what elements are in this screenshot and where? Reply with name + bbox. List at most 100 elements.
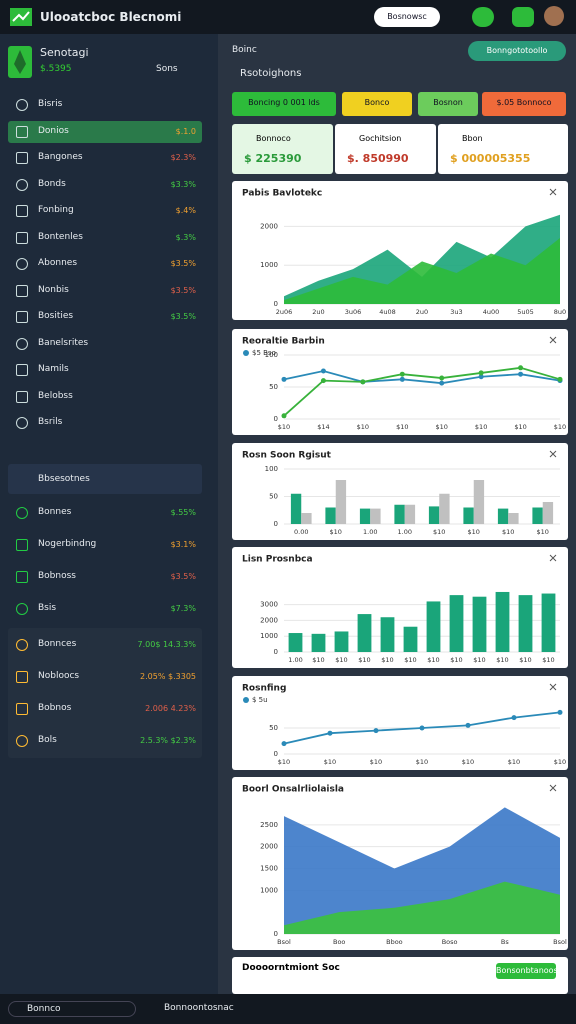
action-button[interactable]: $.05 Bonnoco xyxy=(482,92,566,116)
nav-icon xyxy=(16,125,28,138)
y-tick-label: 1000 xyxy=(260,261,278,269)
x-tick-label: $10 xyxy=(436,423,448,431)
y-tick-label: 0 xyxy=(274,750,278,758)
top-bar: Ulooatcboc Blecnomi Bosnowsc xyxy=(0,0,576,34)
x-tick-label: $10 xyxy=(427,656,439,664)
nav-item[interactable]: Abonnes $3.5% xyxy=(8,253,202,275)
bar xyxy=(357,614,372,652)
bar xyxy=(394,504,405,524)
nav-item[interactable]: Banelsrites xyxy=(8,333,202,355)
nav-label: Fonbing xyxy=(38,205,74,215)
action-button[interactable]: Bosnon xyxy=(418,92,478,116)
x-tick-label: 4u08 xyxy=(379,308,396,316)
nav-item[interactable]: Bonnes $.55% xyxy=(8,502,202,524)
y-tick-label: 0 xyxy=(274,648,278,656)
x-tick-label: $10 xyxy=(508,758,520,766)
x-tick-label: 1.00 xyxy=(398,528,412,536)
nav-item[interactable]: Bols 2.5.3% $2.3% xyxy=(8,730,202,752)
main-title: Rsotoighons xyxy=(240,68,302,79)
close-icon xyxy=(549,336,557,344)
nav-icon xyxy=(16,311,28,323)
nav-label: Namils xyxy=(38,364,69,374)
nav-icon xyxy=(16,507,28,519)
close-icon xyxy=(549,188,557,196)
status-text: Bonnoontosnac xyxy=(164,1003,234,1013)
kpi-card: Gochitsion $. 850990 xyxy=(335,124,436,174)
bar xyxy=(404,504,416,524)
bar xyxy=(334,631,349,652)
point xyxy=(478,370,484,376)
footer-button[interactable]: Bonsonbtanoos xyxy=(496,963,558,979)
nav-label: Nobloocs xyxy=(38,671,80,681)
nav-item[interactable]: Bosities $3.5% xyxy=(8,306,202,328)
x-tick-label: $10 xyxy=(312,656,324,664)
search[interactable]: Sons xyxy=(156,64,178,74)
nav-label: Bobnoss xyxy=(38,571,76,581)
bar xyxy=(497,508,509,524)
legend-label: $ 5u xyxy=(252,696,268,704)
chart-title: Lisn Prosnbca xyxy=(242,555,313,565)
point xyxy=(281,376,287,382)
nav-item[interactable]: Bonnces 7.00$ 14.3.3% xyxy=(8,634,202,656)
nav-item[interactable]: Bangones $2.3% xyxy=(8,147,202,169)
x-tick-label: Bboo xyxy=(386,938,403,946)
y-tick-label: 100 xyxy=(265,351,278,359)
toggle[interactable] xyxy=(472,7,494,27)
nav-item[interactable]: Bsis $7.3% xyxy=(8,598,202,620)
point xyxy=(518,365,524,371)
y-tick-label: 2000 xyxy=(260,616,278,624)
sidebar: Senotagi $.5395 Sons Bisris Donios $.1.0 Ba… xyxy=(0,34,218,994)
kpi-value: $ 225390 xyxy=(244,152,302,165)
nav-item[interactable]: Namils xyxy=(8,359,202,381)
logo xyxy=(10,8,32,26)
status-bar: Bonnco Bonnoontosnac xyxy=(0,994,576,1024)
nav-item[interactable]: Nogerbindng $3.1% xyxy=(8,534,202,556)
nav-item[interactable]: Donios $.1.0 xyxy=(8,120,202,143)
chart-panel: Pabis Bavlotekc 0 1000 2000 2u06 2u0 3u06 4u08 2… xyxy=(232,181,568,320)
nav-item[interactable]: Bisris xyxy=(8,94,202,116)
nav-label: Nonbis xyxy=(38,284,69,295)
nav-item[interactable]: Fonbing $.4% xyxy=(8,200,202,222)
bar xyxy=(311,633,326,652)
nav-item[interactable]: Nobloocs 2.05% $.3305 xyxy=(8,666,202,688)
avatar[interactable] xyxy=(544,6,564,26)
x-tick-label: $10 xyxy=(358,656,370,664)
nav-item[interactable]: Bobnos 2.006 4.23% xyxy=(8,698,202,720)
nav-value: $3.5% xyxy=(170,572,196,581)
chart-panel: Lisn Prosnbca 0 1000 2000 3000 1.00 $10 $10 $10 $… xyxy=(232,547,568,668)
header-button[interactable]: Bosnowsc xyxy=(374,7,440,27)
pill[interactable]: Bonngototoollo xyxy=(468,41,566,61)
bar xyxy=(473,480,485,524)
nav-icon xyxy=(16,99,28,111)
y-tick-label: 50 xyxy=(269,383,278,391)
x-tick-label: 4u00 xyxy=(483,308,500,316)
nav-item[interactable]: Nonbis $3.5% xyxy=(8,280,202,302)
nav-item[interactable]: Bonds $3.3% xyxy=(8,174,202,196)
y-tick-label: 3000 xyxy=(260,601,278,609)
action-button[interactable]: Bonco xyxy=(342,92,412,116)
nav-label: Bangones xyxy=(38,152,83,162)
chart-title: Rosn Soon Rgisut xyxy=(242,451,332,461)
x-tick-label: $10 xyxy=(462,758,474,766)
status-dropdown[interactable]: Bonnco xyxy=(8,1001,136,1017)
action-button[interactable]: Boncing 0 001 lds xyxy=(232,92,336,116)
panel-bg xyxy=(232,676,568,770)
nav-value: $3.5% xyxy=(170,259,196,268)
section: Boinc xyxy=(232,45,257,55)
nav-item[interactable]: Bsrils xyxy=(8,412,202,434)
y-tick-label: 2000 xyxy=(260,843,278,851)
nav-value: $3.5% xyxy=(170,312,196,321)
nav-item[interactable]: Belobss xyxy=(8,386,202,408)
close-icon xyxy=(549,683,557,691)
nav-item[interactable]: Bobnoss $3.5% xyxy=(8,566,202,588)
app-title: Ulooatcboc Blecnomi xyxy=(40,10,182,24)
y-tick-label: 0 xyxy=(274,415,278,423)
point xyxy=(281,413,287,419)
nav-item[interactable]: Bontenles $.3% xyxy=(8,227,202,249)
point xyxy=(419,725,425,731)
x-tick-label: 0.00 xyxy=(294,528,308,536)
bar xyxy=(542,502,554,524)
close-icon xyxy=(549,784,557,792)
bar xyxy=(288,633,303,652)
icon-button[interactable] xyxy=(512,7,534,27)
